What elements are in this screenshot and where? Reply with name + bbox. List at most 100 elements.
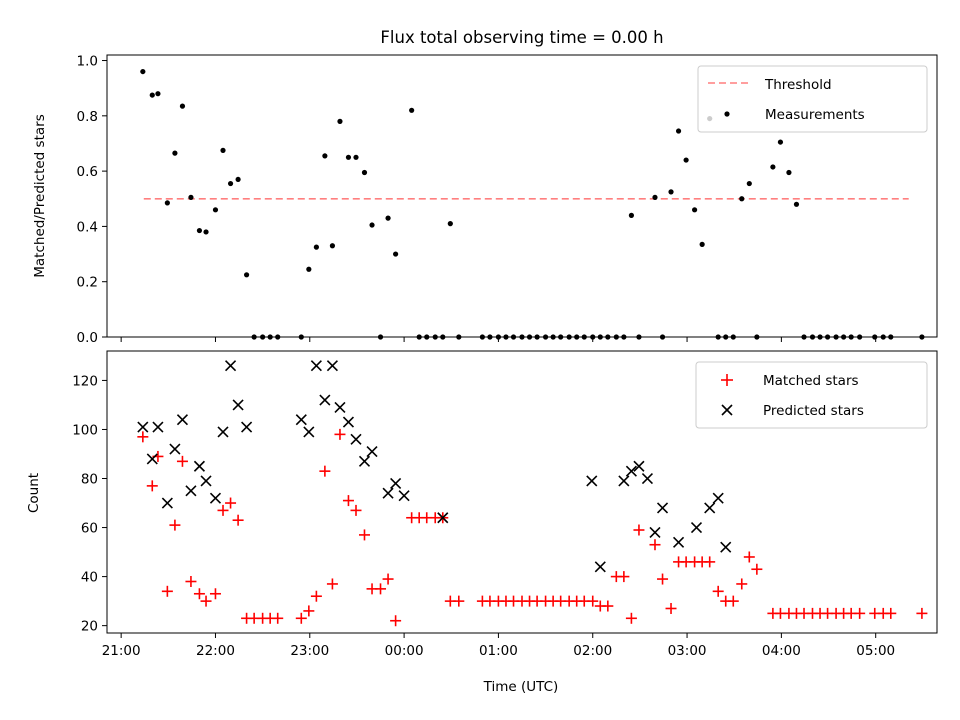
- predicted-star-point: [334, 401, 346, 413]
- predicted-star-point: [437, 512, 449, 524]
- legend-predicted-swatch: [721, 404, 733, 416]
- predicted-star-point: [633, 460, 645, 472]
- ratio-legend-box: [697, 65, 928, 133]
- matched-star-point: [633, 524, 645, 536]
- predicted-star-point: [690, 521, 703, 534]
- measurement-point: [675, 128, 682, 134]
- legend-threshold-label: Threshold: [764, 77, 832, 93]
- matched-star-point: [326, 578, 338, 590]
- counts-marks: [137, 360, 928, 627]
- predicted-star-point: [625, 465, 637, 477]
- ratio-ytick-label: 0.2: [77, 275, 98, 291]
- predicted-star-point: [209, 492, 222, 504]
- counts-ytick-label: 80: [81, 472, 98, 488]
- measurement-point: [345, 154, 352, 160]
- predicted-star-point: [161, 497, 173, 509]
- predicted-star-point: [390, 477, 402, 489]
- counts-xtick-label: 23:00: [290, 643, 329, 659]
- matched-star-point: [916, 607, 928, 619]
- predicted-star-point: [319, 394, 331, 406]
- measurement-point: [235, 176, 241, 183]
- measurement-point: [777, 139, 784, 145]
- measurement-point: [179, 103, 186, 109]
- measurement-point: [149, 92, 155, 98]
- matched-star-point: [375, 583, 387, 595]
- measurement-point: [353, 154, 359, 160]
- measurement-point: [447, 221, 453, 227]
- ratio-y-ticks: 0.0 0.2 0.4 0.6 0.8 1.0: [77, 54, 107, 346]
- matched-star-point: [649, 539, 661, 551]
- predicted-star-point: [303, 426, 315, 438]
- predicted-star-point: [152, 421, 164, 433]
- predicted-star-point: [382, 487, 394, 499]
- counts-ytick-label: 100: [72, 422, 98, 438]
- measurement-point: [329, 243, 336, 249]
- matched-star-point: [303, 605, 315, 617]
- matched-star-point: [169, 519, 181, 531]
- predicted-star-point: [586, 475, 598, 487]
- measurement-point: [164, 200, 170, 206]
- counts-xtick-label: 21:00: [102, 643, 141, 659]
- measurement-point: [786, 169, 792, 176]
- counts-ytick-label: 60: [81, 521, 98, 537]
- measurement-point: [322, 153, 328, 159]
- matched-star-point: [217, 504, 229, 516]
- measurement-point: [699, 241, 705, 247]
- matched-star-point: [743, 551, 755, 563]
- counts-y-ticks: 20 40 60 80 100 120: [72, 373, 107, 635]
- matched-star-point: [587, 595, 599, 607]
- predicted-star-point: [176, 414, 189, 426]
- predicted-star-point: [295, 414, 307, 426]
- predicted-star-point: [217, 426, 229, 438]
- counts-legend: Matched stars Predicted stars: [695, 361, 928, 429]
- measurement-point: [361, 169, 368, 176]
- counts-xtick-label: 02:00: [573, 643, 612, 659]
- matched-star-point: [854, 607, 866, 619]
- predicted-star-point: [224, 360, 237, 372]
- matched-star-point: [602, 600, 614, 612]
- predicted-star-point: [673, 536, 685, 548]
- predicted-star-point: [137, 421, 149, 433]
- counts-xtick-label: 03:00: [668, 643, 707, 659]
- matched-star-point: [618, 571, 630, 583]
- matched-star-point: [319, 465, 331, 477]
- matched-star-point: [225, 497, 237, 509]
- measurement-point: [313, 244, 319, 250]
- measurement-point: [155, 91, 161, 97]
- measurement-point: [739, 196, 745, 202]
- counts-xtick-label: 01:00: [479, 643, 518, 659]
- counts-panel: 20 40 60 80 100 120 21:00 22:00 23:00 00:00 01:00…: [26, 350, 938, 695]
- measurement-point: [652, 194, 658, 200]
- matched-star-point: [161, 585, 173, 597]
- predicted-star-point: [720, 541, 732, 553]
- legend-matched-label: Matched stars: [763, 373, 859, 389]
- measurement-point: [393, 251, 399, 257]
- predicted-star-point: [193, 460, 205, 472]
- matched-star-point: [712, 585, 724, 597]
- matched-star-point: [390, 615, 402, 627]
- measurement-point: [770, 164, 776, 170]
- ratio-ytick-label: 0.8: [77, 109, 98, 125]
- counts-y-axis-label: Count: [26, 473, 42, 513]
- predicted-star-point: [326, 360, 338, 372]
- legend-matched-swatch: [721, 374, 733, 386]
- ratio-ytick-label: 1.0: [77, 54, 98, 70]
- matched-star-point: [310, 590, 322, 602]
- matched-star-point: [193, 588, 205, 600]
- predicted-star-point: [712, 492, 724, 504]
- matched-star-point: [137, 431, 149, 443]
- ratio-axes-frame: [106, 54, 938, 338]
- matched-star-point: [176, 455, 188, 467]
- matched-star-point: [295, 612, 307, 624]
- matched-star-point: [342, 495, 354, 507]
- matched-star-point: [736, 578, 748, 590]
- measurement-point: [337, 118, 343, 124]
- counts-xtick-label: 05:00: [856, 643, 895, 659]
- counts-xtick-label: 00:00: [385, 643, 424, 659]
- legend-measurements-label: Measurements: [765, 107, 865, 123]
- measurement-point: [203, 229, 209, 235]
- measurement-point: [746, 180, 752, 187]
- measurement-point: [212, 207, 219, 213]
- matched-star-point: [209, 588, 221, 600]
